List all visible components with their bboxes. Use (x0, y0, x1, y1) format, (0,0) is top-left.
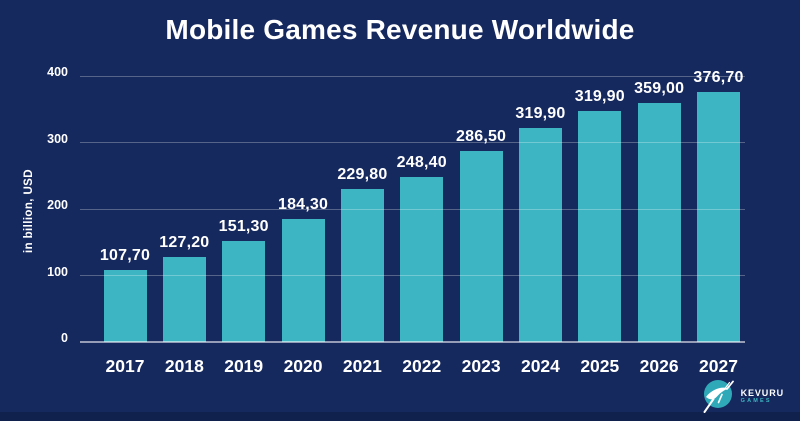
x-tick-label-2027: 2027 (699, 356, 738, 376)
bar-2022 (400, 176, 444, 342)
y-tick-label-300: 300 (47, 131, 68, 146)
bar-value-label-2017: 107,70 (99, 247, 151, 265)
bar-value-label-2020: 184,30 (277, 196, 329, 214)
footer-strip (0, 412, 800, 421)
x-tick-label-2023: 2023 (461, 356, 501, 376)
x-tick-label-2017: 2017 (105, 356, 145, 376)
x-tick-label-2025: 2025 (580, 356, 620, 376)
bar-2019 (222, 241, 266, 342)
x-axis-line (80, 341, 745, 343)
kevuru-gazelle-icon (703, 380, 734, 413)
y-tick-label-0: 0 (61, 331, 68, 345)
bar-value-label-2026: 359,00 (634, 80, 685, 98)
bar-value-label-2021: 229,80 (337, 166, 388, 184)
chart-title: Mobile Games Revenue Worldwide (165, 14, 635, 45)
bar-2026 (637, 103, 681, 342)
x-tick-label-2022: 2022 (402, 356, 442, 376)
bar-value-label-2022: 248,40 (396, 153, 447, 171)
bar-2021 (340, 189, 384, 342)
x-tick-label-2024: 2024 (520, 356, 560, 376)
bar-2025 (578, 110, 622, 342)
kevuru-logo: KEVURU GAMES (702, 377, 784, 415)
bar-2017 (103, 270, 147, 342)
bar-2018 (162, 257, 206, 342)
kevuru-logo-text: KEVURU GAMES (741, 388, 784, 405)
bar-value-label-2024: 319,90 (515, 104, 566, 122)
x-tick-label-2021: 2021 (342, 356, 382, 376)
bar-2020 (281, 219, 325, 342)
plot-area: 107,70 127,20 151,30 184,30 229,80 248,40 286,… (80, 69, 745, 343)
y-tick-label-400: 400 (47, 65, 68, 79)
x-tick-label-2026: 2026 (639, 356, 679, 376)
bar-2024 (518, 127, 562, 342)
gridline-200 (80, 208, 745, 210)
x-tick-label-2019: 2019 (224, 356, 264, 376)
bar-value-label-2027: 376,70 (693, 68, 744, 86)
gridline-400 (80, 75, 745, 77)
x-tick-label-2018: 2018 (164, 356, 204, 376)
brand-subtitle: GAMES (740, 397, 772, 404)
bar-2023 (459, 151, 503, 342)
bar-2027 (697, 91, 740, 342)
gridline-100 (80, 275, 745, 276)
y-tick-label-200: 200 (47, 198, 68, 212)
gridline-300 (80, 142, 745, 143)
bar-value-label-2023: 286,50 (456, 128, 507, 146)
bar-value-label-2019: 151,30 (218, 218, 269, 236)
bar-value-label-2018: 127,20 (159, 234, 210, 252)
brand-name: KEVURU (740, 387, 784, 398)
y-tick-label-100: 100 (47, 264, 68, 279)
bar-value-label-2025: 319,90 (574, 87, 625, 105)
x-tick-label-2020: 2020 (283, 356, 323, 376)
